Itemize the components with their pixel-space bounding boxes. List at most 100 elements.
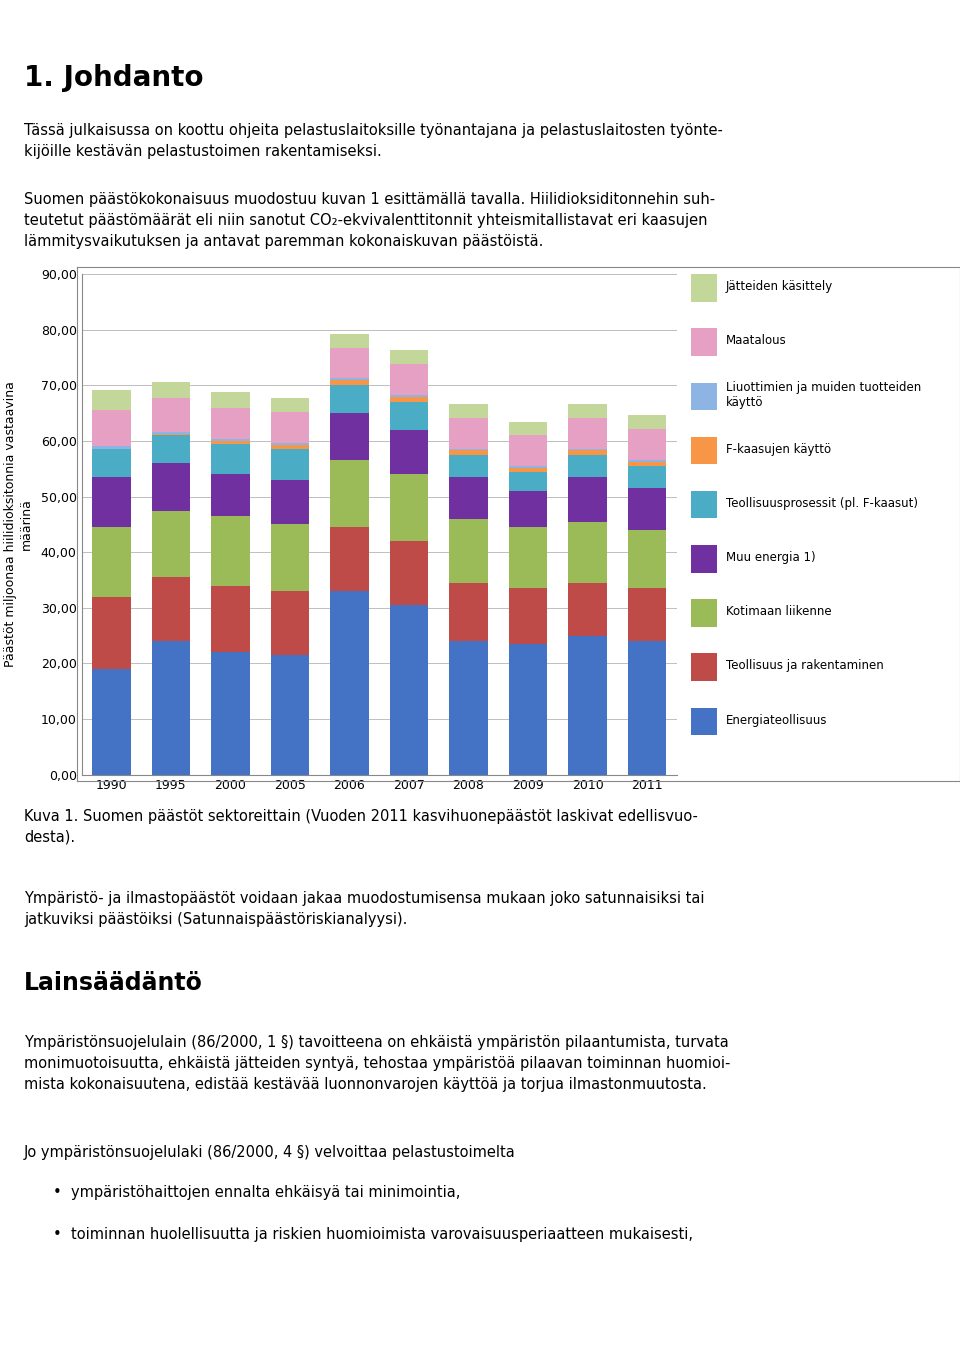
Bar xyxy=(390,402,428,430)
Bar xyxy=(211,474,250,515)
Bar xyxy=(390,542,428,605)
Bar xyxy=(211,585,250,653)
Bar xyxy=(330,413,369,461)
Bar xyxy=(390,430,428,474)
Bar xyxy=(211,515,250,585)
Bar xyxy=(211,392,250,409)
Bar xyxy=(509,472,547,491)
Text: Maatalous: Maatalous xyxy=(726,335,786,347)
FancyBboxPatch shape xyxy=(691,599,717,627)
Text: Tässä julkaisussa on koottu ohjeita pelastuslaitoksille työnantajana ja pelastus: Tässä julkaisussa on koottu ohjeita pela… xyxy=(24,123,723,159)
Bar xyxy=(211,653,250,775)
Bar xyxy=(390,398,428,402)
Text: Muu energia 1): Muu energia 1) xyxy=(726,551,815,563)
Bar xyxy=(211,444,250,474)
Bar xyxy=(211,441,250,444)
Text: Lainsäädäntö: Lainsäädäntö xyxy=(24,971,203,995)
Bar xyxy=(152,432,190,433)
FancyBboxPatch shape xyxy=(691,383,717,410)
Text: F-kaasujen käyttö: F-kaasujen käyttö xyxy=(726,443,831,455)
Bar xyxy=(92,450,131,477)
Bar xyxy=(152,463,190,510)
Bar xyxy=(628,531,666,588)
Bar xyxy=(568,455,607,477)
Text: Teollisuus ja rakentaminen: Teollisuus ja rakentaminen xyxy=(726,659,883,672)
Bar xyxy=(568,448,607,451)
Bar xyxy=(390,605,428,775)
Bar xyxy=(568,418,607,448)
Text: •  ympäristöhaittojen ennalta ehkäisyä tai minimointia,: • ympäristöhaittojen ennalta ehkäisyä ta… xyxy=(53,1185,460,1200)
Bar xyxy=(568,477,607,521)
FancyBboxPatch shape xyxy=(691,654,717,681)
Bar xyxy=(330,333,369,348)
Bar xyxy=(509,421,547,436)
FancyBboxPatch shape xyxy=(691,274,717,302)
Bar xyxy=(330,348,369,378)
Bar xyxy=(449,448,488,451)
Bar xyxy=(449,451,488,455)
Bar xyxy=(330,385,369,413)
Bar xyxy=(271,398,309,413)
Bar xyxy=(628,415,666,429)
Bar xyxy=(449,404,488,418)
Bar xyxy=(509,644,547,775)
Bar xyxy=(568,583,607,636)
Bar xyxy=(271,525,309,591)
Bar xyxy=(568,404,607,418)
Bar xyxy=(271,450,309,480)
Text: Jätteiden käsittely: Jätteiden käsittely xyxy=(726,280,833,293)
FancyBboxPatch shape xyxy=(691,329,717,356)
Bar xyxy=(211,409,250,439)
Bar xyxy=(152,381,190,398)
FancyBboxPatch shape xyxy=(691,491,717,518)
Bar xyxy=(509,528,547,588)
Bar xyxy=(568,521,607,583)
Y-axis label: Päästöt miljoonaa hiilidioksitonnia vastaavina
määrinä: Päästöt miljoonaa hiilidioksitonnia vast… xyxy=(5,381,33,668)
Bar xyxy=(628,459,666,462)
Bar xyxy=(628,466,666,488)
Bar xyxy=(509,466,547,468)
Bar xyxy=(330,378,369,380)
Bar xyxy=(92,391,131,410)
Bar xyxy=(330,591,369,775)
Text: Kuva 1. Suomen päästöt sektoreittain (Vuoden 2011 kasvihuonepäästöt laskivat ede: Kuva 1. Suomen päästöt sektoreittain (Vu… xyxy=(24,809,698,845)
Text: Suomen päästökokonaisuus muodostuu kuvan 1 esittämällä tavalla. Hiilidioksiditon: Suomen päästökokonaisuus muodostuu kuvan… xyxy=(24,192,715,250)
Bar xyxy=(92,596,131,669)
Bar xyxy=(449,418,488,448)
Bar xyxy=(449,455,488,477)
Bar xyxy=(509,588,547,644)
Bar xyxy=(152,436,190,463)
Bar xyxy=(330,380,369,385)
Text: Liuottimien ja muiden tuotteiden
käyttö: Liuottimien ja muiden tuotteiden käyttö xyxy=(726,381,921,409)
Bar xyxy=(509,491,547,528)
Bar xyxy=(271,655,309,775)
Text: Teollisuusprosessit (pl. F-kaasut): Teollisuusprosessit (pl. F-kaasut) xyxy=(726,496,918,510)
Bar xyxy=(628,642,666,775)
Bar xyxy=(628,429,666,459)
Bar xyxy=(449,583,488,642)
Bar xyxy=(330,461,369,528)
Bar xyxy=(92,446,131,448)
Text: Kotimaan liikenne: Kotimaan liikenne xyxy=(726,605,831,618)
Bar xyxy=(509,436,547,466)
FancyBboxPatch shape xyxy=(691,437,717,465)
Bar xyxy=(152,398,190,432)
Bar xyxy=(628,462,666,466)
Bar xyxy=(509,468,547,472)
Bar xyxy=(330,528,369,591)
Bar xyxy=(390,395,428,398)
Text: Jo ympäristönsuojelulaki (86/2000, 4 §) velvoittaa pelastustoimelta: Jo ympäristönsuojelulaki (86/2000, 4 §) … xyxy=(24,1145,516,1160)
Bar xyxy=(449,477,488,518)
Bar xyxy=(390,474,428,542)
Bar xyxy=(271,480,309,525)
Bar xyxy=(152,577,190,642)
Bar xyxy=(92,528,131,596)
Bar xyxy=(449,518,488,583)
FancyBboxPatch shape xyxy=(691,707,717,735)
Bar xyxy=(568,451,607,455)
Bar xyxy=(92,477,131,528)
Bar xyxy=(390,365,428,395)
Bar xyxy=(211,439,250,441)
Bar xyxy=(568,636,607,775)
Bar xyxy=(271,591,309,655)
